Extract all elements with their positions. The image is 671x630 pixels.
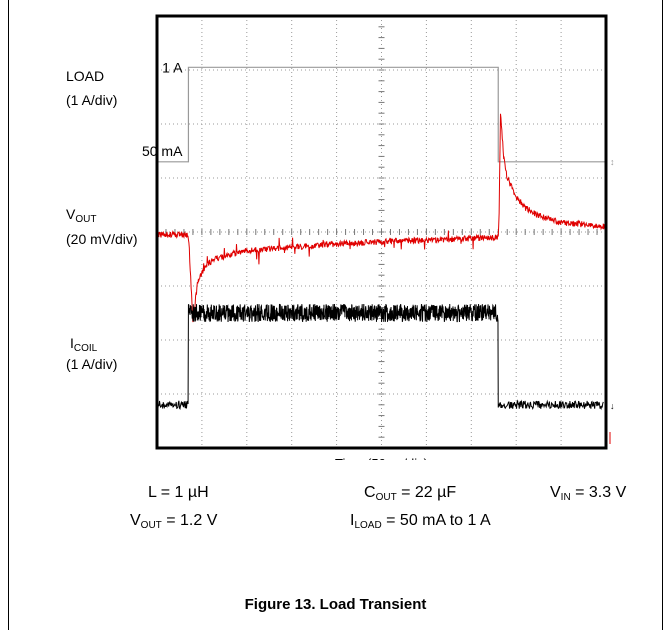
load-level-high-label: 1 A bbox=[162, 59, 183, 75]
cout-sub: OUT bbox=[376, 492, 397, 503]
cout-main: C bbox=[364, 484, 376, 501]
load-level-low-label: 50 mA bbox=[142, 143, 183, 159]
condition-inductance: L = 1 µH bbox=[148, 484, 209, 502]
vout-channel-label: VOUT bbox=[66, 206, 96, 225]
cout-value: = 22 µF bbox=[397, 484, 456, 501]
vout-trace bbox=[158, 114, 605, 322]
condition-output-voltage: VOUT = 1.2 V bbox=[130, 512, 217, 531]
icoil-trace bbox=[158, 304, 603, 409]
condition-input-voltage: VIN = 3.3 V bbox=[550, 484, 626, 503]
load-trace bbox=[157, 67, 606, 162]
condition-load-current: ILOAD = 50 mA to 1 A bbox=[350, 512, 491, 531]
x-axis-label: Time (50 µs/div) bbox=[335, 456, 428, 460]
icoil-label-sub: COIL bbox=[74, 343, 97, 354]
vout-cond-sub: OUT bbox=[141, 520, 162, 531]
vout-label-sub: OUT bbox=[75, 214, 96, 225]
vout-label-main: V bbox=[66, 206, 75, 222]
load-channel-label: LOAD bbox=[66, 68, 104, 84]
iload-sub: LOAD bbox=[354, 520, 381, 531]
vout-cond-main: V bbox=[130, 512, 141, 529]
figure-caption: Figure 13. Load Transient bbox=[0, 596, 671, 613]
vin-main: V bbox=[550, 484, 561, 501]
load-channel-marker: ↕ bbox=[610, 157, 615, 167]
vin-sub: IN bbox=[561, 492, 571, 503]
icoil-channel-label: ICOIL bbox=[70, 335, 97, 354]
vin-value: = 3.3 V bbox=[571, 484, 627, 501]
load-channel-scale: (1 A/div) bbox=[66, 92, 117, 108]
icoil-channel-marker: ↓ bbox=[610, 401, 615, 411]
vout-channel-scale: (20 mV/div) bbox=[66, 231, 138, 247]
condition-output-capacitance: COUT = 22 µF bbox=[364, 484, 456, 503]
icoil-channel-scale: (1 A/div) bbox=[66, 356, 117, 372]
vout-cond-value: = 1.2 V bbox=[162, 512, 218, 529]
iload-value: = 50 mA to 1 A bbox=[382, 512, 491, 529]
